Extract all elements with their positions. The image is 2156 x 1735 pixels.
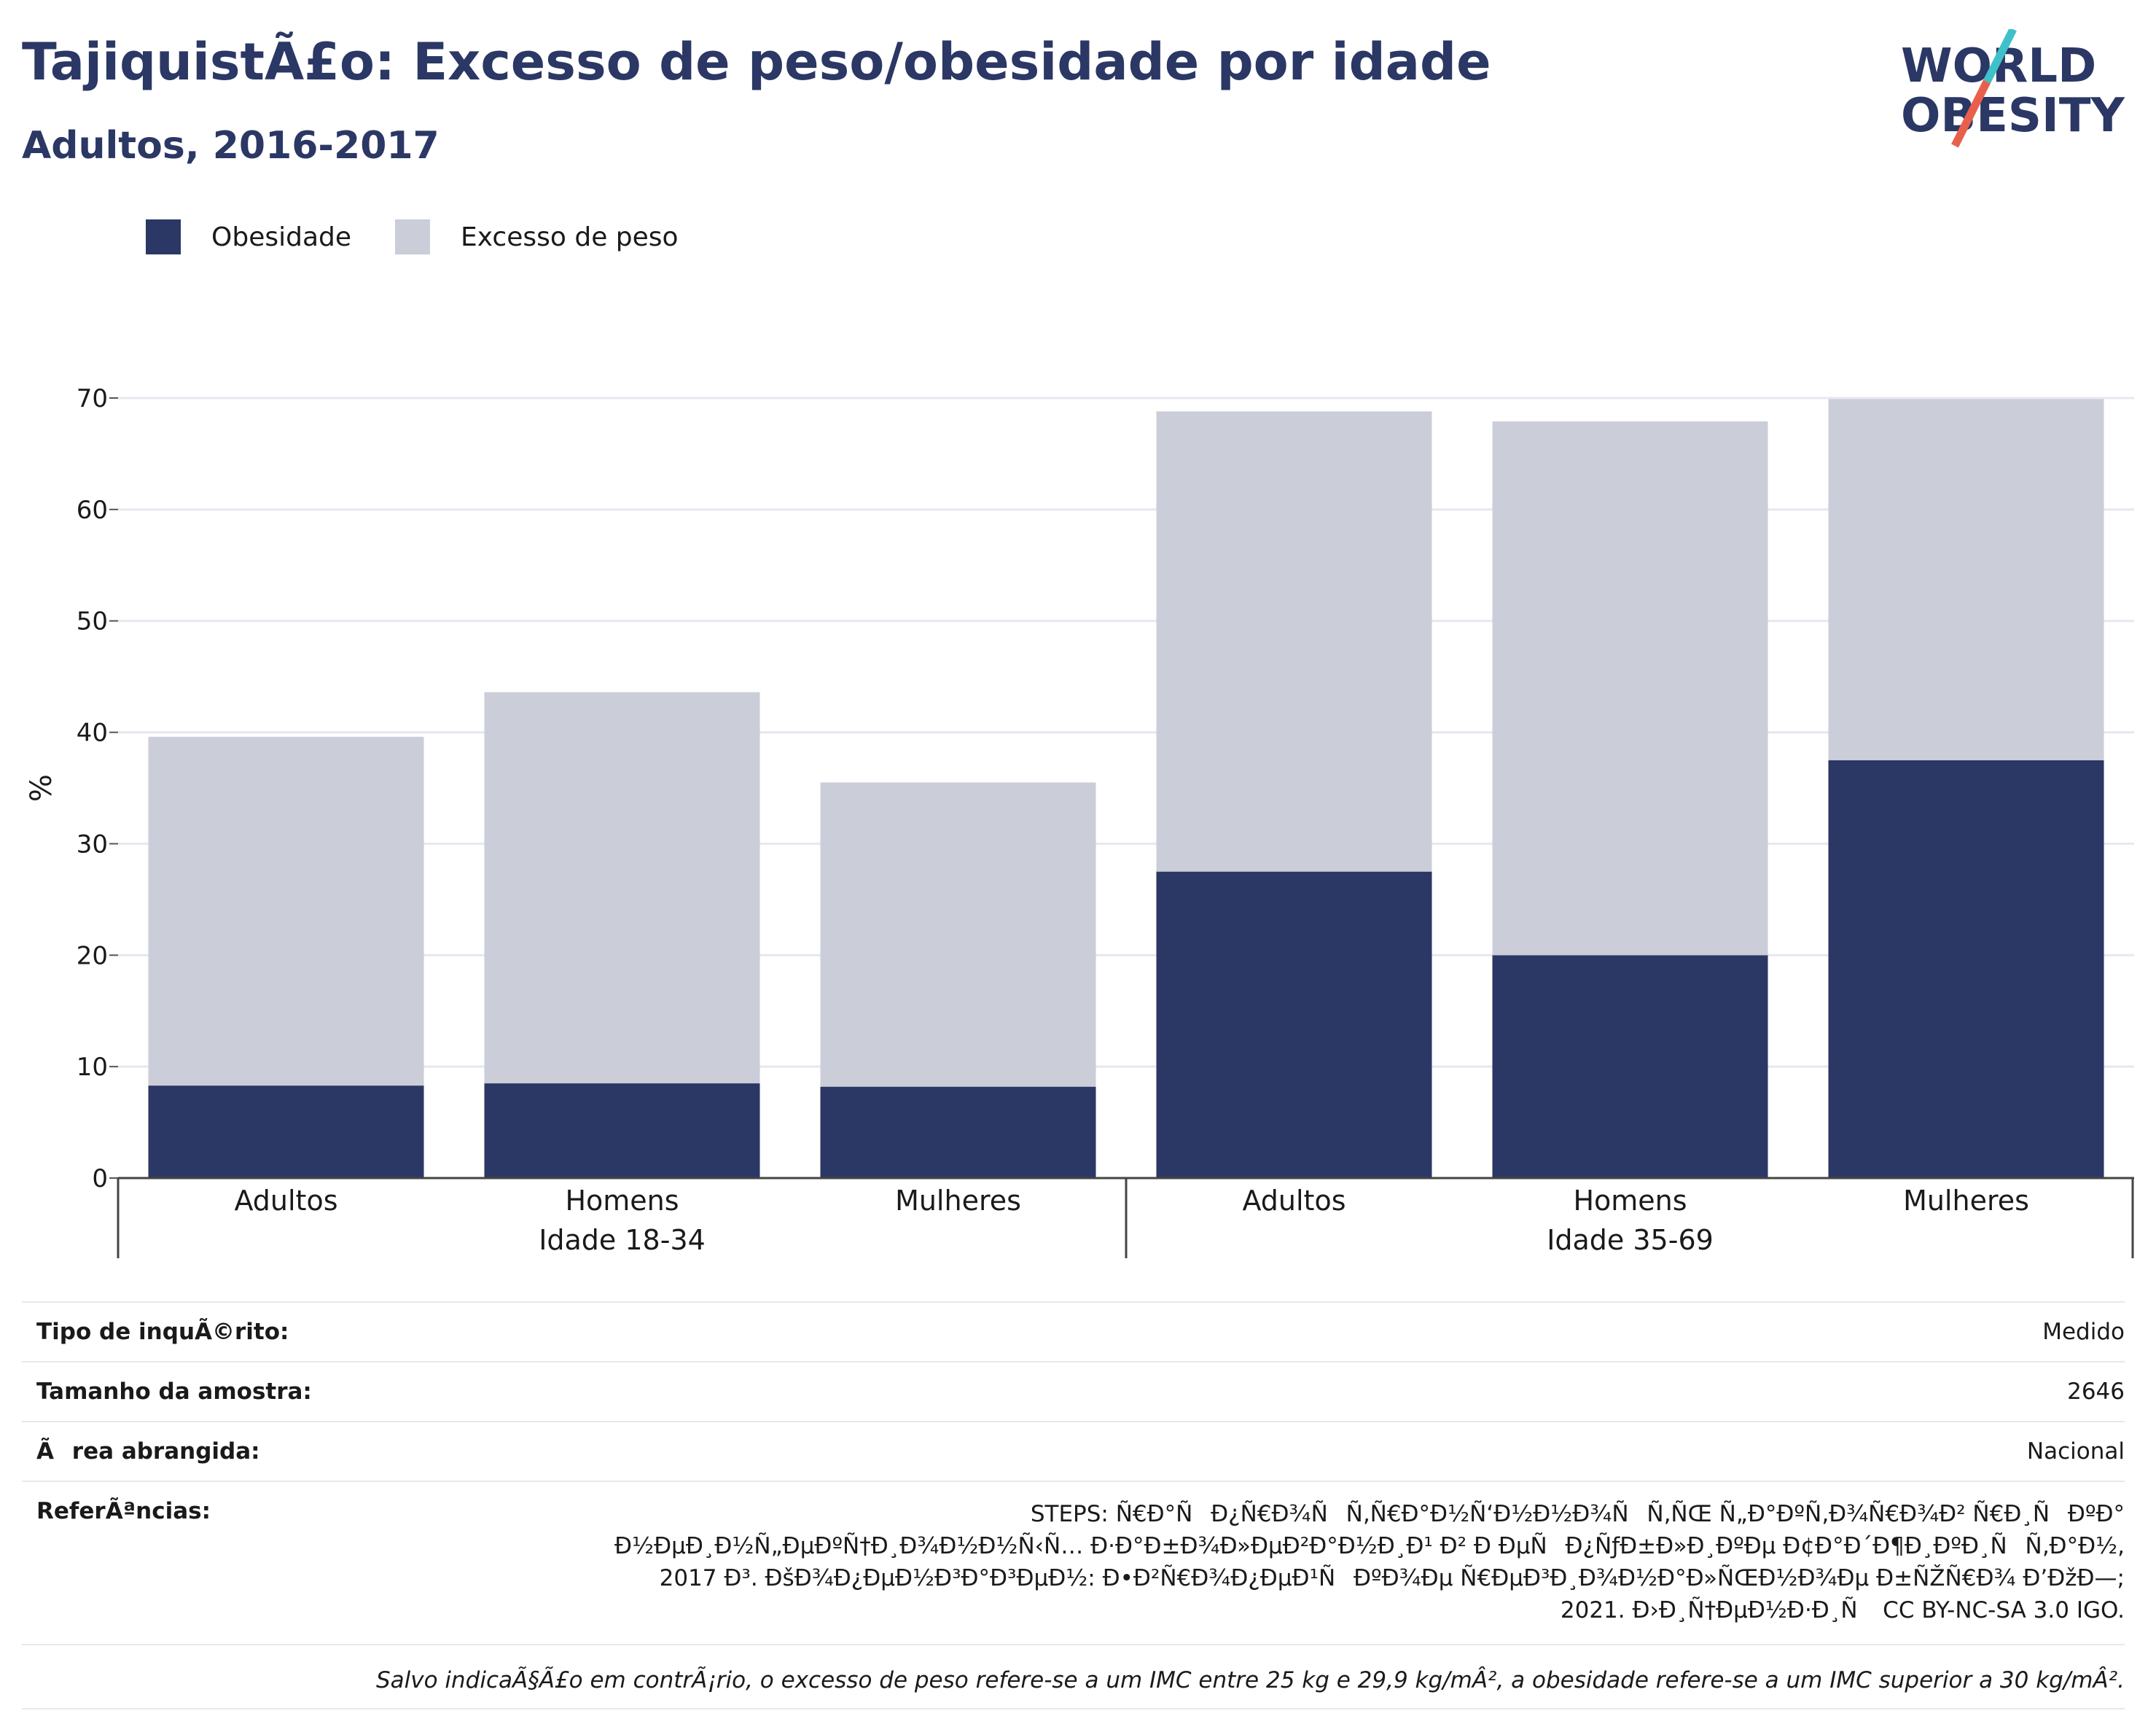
logo-slash-top (1983, 29, 2017, 84)
survey-info-table: Tipo de inquÃ©rito: Medido Tamanho da am… (22, 1301, 2125, 1709)
bar-obesidade (1492, 955, 1768, 1178)
legend-swatch-obesidade (146, 219, 181, 254)
world-obesity-logo: WORLD OBESITY (1901, 29, 2125, 148)
bar-obesidade (484, 1083, 760, 1178)
info-value-area: Nacional (2026, 1438, 2125, 1465)
info-row-survey-type: Tipo de inquÃ©rito: Medido (22, 1301, 2125, 1361)
y-tick-label: 0 (92, 1164, 108, 1193)
info-key-references: ReferÃªncias: (36, 1498, 211, 1524)
info-key-sample-size: Tamanho da amostra: (36, 1379, 312, 1405)
bar-excesso-de-peso (148, 736, 424, 1086)
bar-excesso-de-peso (1492, 421, 1768, 956)
y-tick-label: 20 (77, 941, 108, 970)
info-key-area: Ãrea abrangida: (36, 1438, 260, 1465)
bar-obesidade (1156, 871, 1432, 1178)
bar-obesidade (148, 1085, 424, 1178)
y-tick-label: 40 (77, 719, 108, 748)
legend-item-obesidade: Obesidade (146, 219, 351, 254)
y-tick-label: 70 (77, 384, 108, 413)
reference-line: 2021. Ð›Ð¸Ñ†ÐµÐ½Ð·Ð¸Ñ CC BY-NC-SA 3.0 I… (1560, 1597, 2125, 1623)
y-tick-label: 10 (77, 1053, 108, 1082)
page-subtitle: Adultos, 2016-2017 (22, 124, 440, 168)
legend-label-excesso: Excesso de peso (461, 222, 679, 252)
y-tick-label: 50 (77, 607, 108, 636)
reference-line: 2017 Ð³. ÐšÐ¾Ð¿ÐµÐ½Ð³Ð°Ð³ÐµÐ½: Ð•Ð²Ñ€Ð¾Ð… (659, 1565, 2125, 1591)
info-value-references: STEPS: Ñ€Ð°ÑÐ¿Ñ€Ð¾ÑÑ‚Ñ€Ð°Ð½Ñ‘Ð½Ð½Ð¾ÑÑ… (614, 1498, 2125, 1626)
bar-obesidade (1828, 760, 2104, 1178)
reference-line: Ð½ÐµÐ¸Ð½Ñ„ÐµÐºÑ†Ð¸Ð¾Ð½Ð½Ñ‹Ñ… Ð·Ð°Ð±Ð¾Ð»Ð… (614, 1533, 2125, 1559)
info-value-sample-size: 2646 (2067, 1379, 2125, 1405)
y-tick-label: 60 (77, 496, 108, 525)
x-category-label: Mulheres (895, 1185, 1021, 1217)
y-tick-label: 30 (77, 830, 108, 859)
logo-slash-bottom (1951, 79, 1991, 148)
x-category-label: Adultos (1242, 1185, 1345, 1217)
y-axis-label: % (25, 774, 58, 802)
bar-excesso-de-peso (1828, 399, 2104, 760)
info-row-references: ReferÃªncias: STEPS: Ñ€Ð°ÑÐ¿Ñ€Ð¾ÑÑ‚Ñ€Ð… (22, 1481, 2125, 1644)
legend-label-obesidade: Obesidade (211, 222, 352, 252)
legend-swatch-excesso (395, 219, 431, 254)
stacked-bar-chart: 0 10 20 30 40 50 60 70% Adultos Homens Mulheres Adu… (25, 384, 2134, 1258)
x-group-label: Idade 18-34 (539, 1224, 706, 1256)
x-category-label: Homens (565, 1185, 679, 1217)
x-group-label: Idade 35-69 (1547, 1224, 1714, 1256)
info-key-survey-type: Tipo de inquÃ©rito: (36, 1319, 289, 1345)
x-category-label: Mulheres (1903, 1185, 2029, 1217)
bar-excesso-de-peso (1156, 411, 1432, 872)
legend-item-excesso: Excesso de peso (395, 219, 679, 254)
x-category-label: Adultos (234, 1185, 337, 1217)
info-value-survey-type: Medido (2042, 1319, 2125, 1345)
logo-word-obesity: OBESITY (1901, 89, 2125, 143)
reference-line: STEPS: Ñ€Ð°ÑÐ¿Ñ€Ð¾ÑÑ‚Ñ€Ð°Ð½Ñ‘Ð½Ð½Ð¾ÑÑ… (1030, 1501, 2125, 1527)
definition-note: Salvo indicaÃ§Ã£o em contrÃ¡rio, o exces… (22, 1644, 2125, 1709)
bar-excesso-de-peso (820, 782, 1096, 1087)
page-title: TajiquistÃ£o: Excesso de peso/obesidade … (22, 32, 1491, 92)
bar-excesso-de-peso (484, 692, 760, 1084)
info-row-sample-size: Tamanho da amostra: 2646 (22, 1361, 2125, 1421)
bar-obesidade (820, 1086, 1096, 1178)
chart-legend: Obesidade Excesso de peso (146, 219, 722, 255)
x-category-label: Homens (1573, 1185, 1687, 1217)
info-row-area: Ãrea abrangida: Nacional (22, 1421, 2125, 1481)
